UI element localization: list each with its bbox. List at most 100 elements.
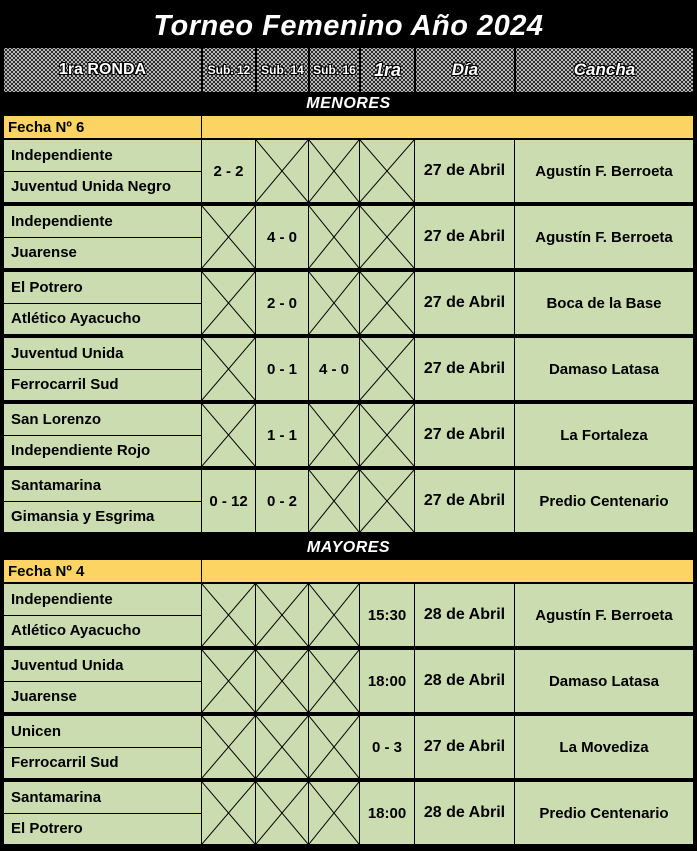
teams-cell: Unicen Ferrocarril Sud [4, 716, 201, 778]
match-venue: La Fortaleza [514, 404, 693, 466]
crossed-cell-icon [202, 206, 255, 268]
score-sub12 [201, 782, 255, 844]
score-sub16: 4 - 0 [308, 338, 359, 400]
fecha-spacer [201, 560, 693, 582]
match-venue: Damaso Latasa [514, 338, 693, 400]
crossed-cell-icon [360, 470, 414, 532]
match-row: Santamarina El Potrero 18:00 28 de Abril… [4, 782, 693, 848]
score-sub12 [201, 206, 255, 268]
match-row: Unicen Ferrocarril Sud 0 - 3 27 de Abril… [4, 716, 693, 782]
crossed-cell-icon [360, 404, 414, 466]
home-team: Juventud Unida [4, 650, 201, 682]
header-sub16: Sub. 16 [308, 48, 359, 92]
home-team: Santamarina [4, 470, 201, 502]
crossed-cell-icon [202, 404, 255, 466]
section-band: MAYORES [4, 536, 693, 560]
match-date: 27 de Abril [414, 206, 514, 268]
score-sub14 [255, 140, 308, 202]
score-sub16 [308, 206, 359, 268]
score-1ra [359, 404, 414, 466]
score-sub16 [308, 584, 359, 646]
away-team: Gimansia y Esgrima [11, 508, 155, 526]
header-sub14: Sub. 14 [255, 48, 308, 92]
score-sub12 [201, 584, 255, 646]
score-1ra [359, 272, 414, 334]
match-row: Independiente Juarense 4 - 0 27 de Abril… [4, 206, 693, 272]
match-venue: Damaso Latasa [514, 650, 693, 712]
score-sub12: 0 - 12 [201, 470, 255, 532]
teams-cell: Juventud Unida Ferrocarril Sud [4, 338, 201, 400]
crossed-cell-icon [256, 650, 308, 712]
crossed-cell-icon [309, 140, 359, 202]
fecha-label: Fecha Nº 4 [8, 562, 85, 580]
column-header-row: 1ra RONDA Sub. 12 Sub. 14 Sub. 16 1ra Dí… [4, 48, 693, 92]
home-team: Independiente [4, 206, 201, 238]
score-sub14: 4 - 0 [255, 206, 308, 268]
match-date: 27 de Abril [414, 470, 514, 532]
score-sub12 [201, 650, 255, 712]
score-sub14 [255, 650, 308, 712]
crossed-cell-icon [202, 782, 255, 844]
score-1ra [359, 470, 414, 532]
score-sub16 [308, 140, 359, 202]
match-row: El Potrero Atlético Ayacucho 2 - 0 27 de… [4, 272, 693, 338]
match-date: 28 de Abril [414, 650, 514, 712]
header-round: 1ra RONDA [58, 61, 147, 78]
score-sub14: 2 - 0 [255, 272, 308, 334]
teams-cell: Independiente Atlético Ayacucho [4, 584, 201, 646]
section-band: MENORES [4, 92, 693, 116]
match-date: 28 de Abril [414, 584, 514, 646]
match-date: 27 de Abril [414, 272, 514, 334]
score-1ra: 18:00 [359, 650, 414, 712]
score-1ra [359, 338, 414, 400]
match-row: San Lorenzo Independiente Rojo 1 - 1 27 … [4, 404, 693, 470]
fecha-label: Fecha Nº 6 [8, 118, 85, 136]
page-title: Torneo Femenino Año 2024 [4, 4, 693, 48]
home-team: Juventud Unida [4, 338, 201, 370]
home-team: Santamarina [4, 782, 201, 814]
score-sub14 [255, 782, 308, 844]
match-venue: Agustín F. Berroeta [514, 584, 693, 646]
crossed-cell-icon [256, 584, 308, 646]
score-sub14 [255, 584, 308, 646]
section-mayores: MAYORES Fecha Nº 4 Independiente Atlétic… [4, 536, 693, 848]
section-menores: MENORES Fecha Nº 6 Independiente Juventu… [4, 92, 693, 536]
crossed-cell-icon [309, 716, 359, 778]
score-sub12 [201, 716, 255, 778]
away-team: Ferrocarril Sud [11, 376, 119, 394]
match-row: Juventud Unida Ferrocarril Sud 0 - 1 4 -… [4, 338, 693, 404]
score-sub16 [308, 272, 359, 334]
crossed-cell-icon [309, 272, 359, 334]
home-team: Independiente [4, 584, 201, 616]
match-date: 27 de Abril [414, 716, 514, 778]
crossed-cell-icon [256, 716, 308, 778]
crossed-cell-icon [256, 782, 308, 844]
match-venue: Predio Centenario [514, 782, 693, 844]
crossed-cell-icon [309, 206, 359, 268]
fecha-row: Fecha Nº 4 [4, 560, 693, 584]
header-1ra: 1ra [359, 48, 414, 92]
match-venue: Predio Centenario [514, 470, 693, 532]
score-sub14: 1 - 1 [255, 404, 308, 466]
score-sub16 [308, 716, 359, 778]
score-sub14: 0 - 2 [255, 470, 308, 532]
crossed-cell-icon [360, 272, 414, 334]
teams-cell: Independiente Juventud Unida Negro [4, 140, 201, 202]
away-team: Atlético Ayacucho [11, 310, 141, 328]
match-date: 27 de Abril [414, 140, 514, 202]
header-cancha: Cancha [514, 48, 693, 92]
crossed-cell-icon [309, 404, 359, 466]
crossed-cell-icon [202, 584, 255, 646]
score-sub16 [308, 404, 359, 466]
score-sub14: 0 - 1 [255, 338, 308, 400]
crossed-cell-icon [202, 716, 255, 778]
score-1ra [359, 206, 414, 268]
crossed-cell-icon [256, 140, 308, 202]
score-sub12 [201, 404, 255, 466]
crossed-cell-icon [309, 782, 359, 844]
away-team: Juventud Unida Negro [11, 178, 172, 196]
match-rows-mayores: Independiente Atlético Ayacucho 15:30 28… [4, 584, 693, 848]
match-date: 28 de Abril [414, 782, 514, 844]
teams-cell: San Lorenzo Independiente Rojo [4, 404, 201, 466]
away-team: El Potrero [11, 820, 83, 838]
